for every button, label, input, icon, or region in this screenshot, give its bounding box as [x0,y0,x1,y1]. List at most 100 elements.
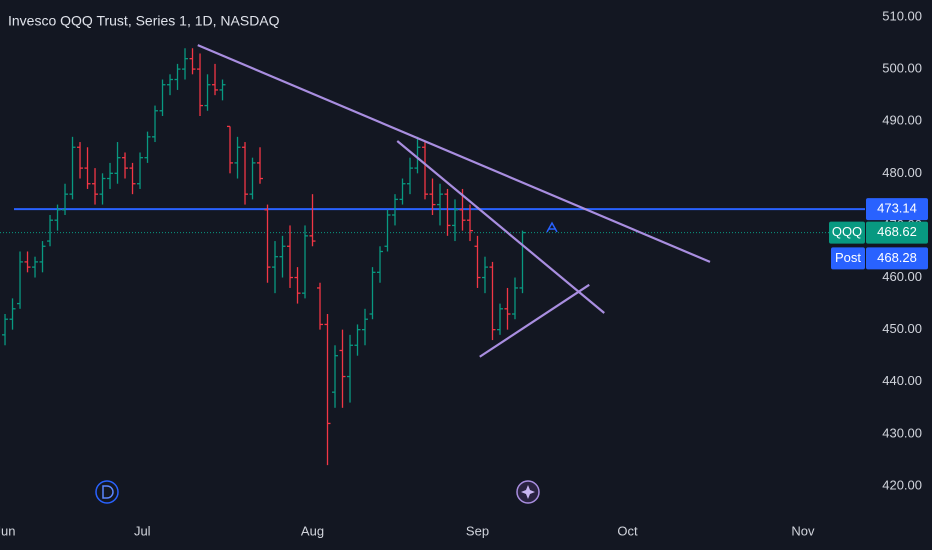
ohlc-bar [496,303,503,335]
ohlc-bar [54,204,61,231]
ohlc-bar [167,74,174,96]
ohlc-bar [137,152,144,189]
ohlc-bar [264,204,271,283]
ohlc-bar [481,256,488,294]
ohlc-bar [69,136,76,200]
x-tick-label: Jun [0,523,16,538]
y-tick-label: 490.00 [882,113,922,128]
ohlc-bar [287,225,294,288]
ohlc-bar [182,48,189,80]
ohlc-bar [159,79,166,116]
ohlc-bar [114,142,121,184]
price-badge [866,221,928,244]
ohlc-bar [197,53,204,116]
y-tick-label: 440.00 [882,373,922,388]
ohlc-bar [204,74,211,111]
ohlc-bar [384,209,391,252]
ohlc-bar [294,267,301,304]
ohlc-bar [174,63,181,90]
price-badge [866,247,928,270]
event-badge[interactable] [516,480,540,504]
ohlc-bar [392,194,399,226]
ohlc-bar [414,136,421,174]
post-badge-label: Post [835,250,861,265]
y-tick-label: 430.00 [882,425,922,440]
ohlc-bar [272,241,279,294]
ohlc-bar [354,324,361,356]
price-badge-label: 468.28 [877,250,917,265]
ohlc-bar [489,261,496,341]
symbol-badge-label: QQQ [832,224,862,239]
symbol-badge [829,221,865,244]
y-tick-label: 510.00 [882,8,922,23]
chart-title: Invesco QQQ Trust, Series 1, 1D, NASDAQ [8,13,280,29]
ohlc-bar [309,194,316,247]
ohlc-bar [129,162,136,195]
ohlc-bar [144,131,151,163]
ohlc-bar [17,251,24,309]
price-badge [866,198,928,221]
ohlc-bar [39,241,46,273]
y-tick-label: 500.00 [882,61,922,76]
ohlc-bar [407,157,414,195]
x-tick-label: Oct [617,523,638,538]
ohlc-bar [369,267,376,320]
trend-line [197,44,711,263]
ohlc-bar [122,152,129,179]
ohlc-bar [257,147,264,184]
ohlc-bar [362,308,369,346]
ohlc-bar [99,173,106,205]
ohlc-bar [377,246,384,283]
ohlc-bar [47,215,54,247]
dividend-badge[interactable] [95,480,119,504]
ohlc-bar [77,142,84,179]
ohlc-bar [32,256,39,278]
ohlc-bar [317,282,324,330]
ohlc-bar [227,125,234,174]
ohlc-bar [436,183,443,226]
trend-line [479,283,590,358]
ohlc-bar [92,168,99,205]
ohlc-bar [466,204,473,242]
badge-icon [521,485,535,499]
post-badge [831,247,865,270]
trend-line [396,140,605,314]
ohlc-bar [242,142,249,205]
ohlc-bar [107,162,114,189]
ohlc-bar [279,235,286,278]
ohlc-bar [249,157,256,200]
ohlc-bar [2,314,9,346]
ohlc-bar [511,277,518,320]
y-tick-label: 450.00 [882,321,922,336]
ohlc-bar [399,178,406,205]
ohlc-bar [339,329,346,408]
ohlc-bar [219,79,226,101]
price-badge-label: 468.62 [877,224,917,239]
y-tick-label: 480.00 [882,165,922,180]
ohlc-bar [212,63,219,96]
price-badge-label: 473.14 [877,201,917,216]
ohlc-bar [451,199,458,242]
ohlc-bar [429,178,436,216]
y-tick-label: 460.00 [882,269,922,284]
x-tick-label: Sep [466,523,489,538]
ohlc-bar [302,225,309,299]
ohlc-bar [474,235,481,288]
ohlc-bar [84,147,91,189]
x-tick-label: Nov [791,523,815,538]
ohlc-bar [9,298,16,330]
ohlc-bar [347,334,354,403]
ohlc-bar [189,48,196,75]
ohlc-bar [332,345,339,408]
ohlc-bar [519,230,526,294]
ohlc-bar [422,142,429,200]
ohlc-bar [62,183,69,216]
ohlc-bar [234,136,241,179]
x-tick-label: Aug [301,523,324,538]
ohlc-bar [24,251,31,273]
ohlc-bar [504,287,511,330]
badge-circle [95,480,119,504]
